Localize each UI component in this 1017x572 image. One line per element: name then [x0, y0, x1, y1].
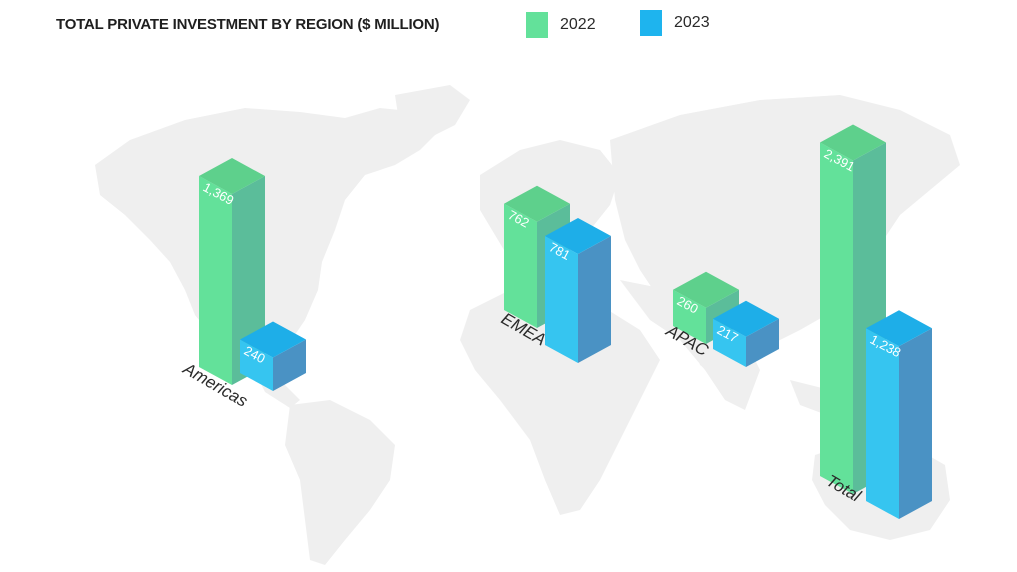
bar-apac-2022-top	[673, 271, 739, 308]
bar-emea-2022-front	[504, 203, 537, 328]
bar-emea-2023-front	[545, 236, 578, 363]
bar-americas-2023-front	[240, 339, 273, 391]
bar-apac-2023	[713, 300, 779, 367]
bar-apac-2023-front	[713, 318, 746, 367]
chart-title: TOTAL PRIVATE INVESTMENT BY REGION ($ MI…	[56, 16, 440, 33]
legend-label-2023: 2023	[674, 14, 710, 31]
bar-apac-2023-top	[713, 300, 779, 337]
bar-americas-2023	[240, 321, 306, 391]
legend-swatch-2022	[526, 12, 548, 38]
bar-total-2023-top	[866, 310, 932, 347]
bar-americas-2022-top	[199, 158, 265, 195]
bar-emea-2023-side	[578, 236, 611, 363]
bar-emea-2023	[545, 218, 611, 363]
bar-total-2023	[866, 310, 932, 519]
bar-emea-2022-top	[504, 185, 570, 222]
bar-apac-2023-side	[746, 318, 779, 367]
bar-total-2022-top	[820, 124, 886, 161]
bar-americas-2023-top	[240, 321, 306, 358]
bar-americas-2023-side	[273, 339, 306, 391]
bar-emea-2023-top	[545, 218, 611, 255]
bar-total-2023-front	[866, 328, 899, 519]
legend-item-2023: 2023	[640, 10, 710, 36]
bars-group	[199, 124, 932, 519]
bar-total-2022-front	[820, 142, 853, 494]
legend-label-2022: 2022	[560, 16, 596, 33]
bar-total-2023-side	[899, 328, 932, 519]
legend-swatch-2023	[640, 10, 662, 36]
bar-americas-2022-front	[199, 176, 232, 385]
legend-item-2022: 2022	[526, 12, 596, 38]
bar-apac-2022-front	[673, 289, 706, 344]
